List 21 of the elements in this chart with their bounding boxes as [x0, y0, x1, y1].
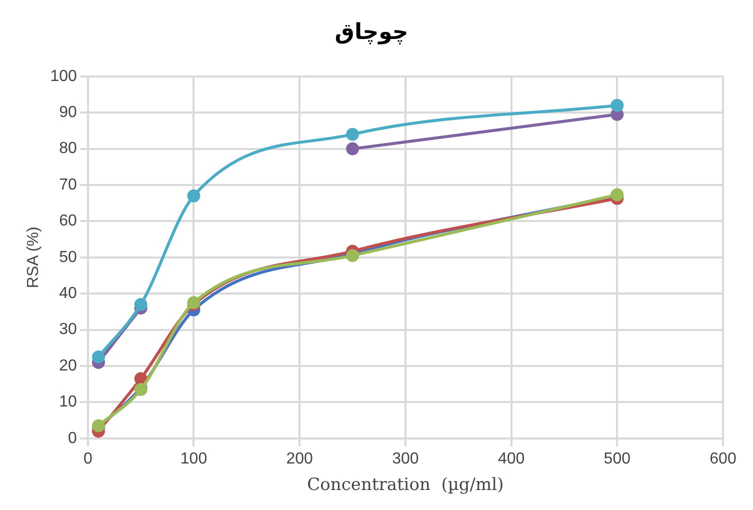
- y-tick-label: 0: [68, 430, 77, 447]
- y-tick-label: 100: [50, 68, 77, 85]
- x-tick-label: 300: [392, 450, 419, 468]
- y-tick-label: 90: [59, 104, 77, 122]
- y-tick-label: 50: [59, 248, 77, 266]
- y-tick-label: 70: [59, 176, 77, 194]
- y-tick-label: 20: [59, 357, 77, 374]
- x-tick-label: 0: [83, 450, 92, 468]
- y-axis-title: RSA (%): [25, 226, 42, 288]
- x-tick-label: 600: [710, 450, 736, 468]
- y-tick-label: 30: [59, 321, 77, 338]
- chart-title: چوچاق: [334, 20, 408, 45]
- x-tick-label: 400: [498, 450, 525, 468]
- y-tick-label: 80: [59, 140, 77, 158]
- x-tick-label: 500: [604, 450, 631, 468]
- x-axis-title: Concentration (µg/ml): [307, 475, 504, 496]
- y-tick-label: 10: [59, 394, 77, 411]
- y-tick-label: 60: [59, 212, 77, 230]
- y-tick-label: 40: [59, 285, 77, 302]
- x-tick-label: 100: [180, 450, 208, 468]
- x-tick-label: 200: [286, 450, 314, 468]
